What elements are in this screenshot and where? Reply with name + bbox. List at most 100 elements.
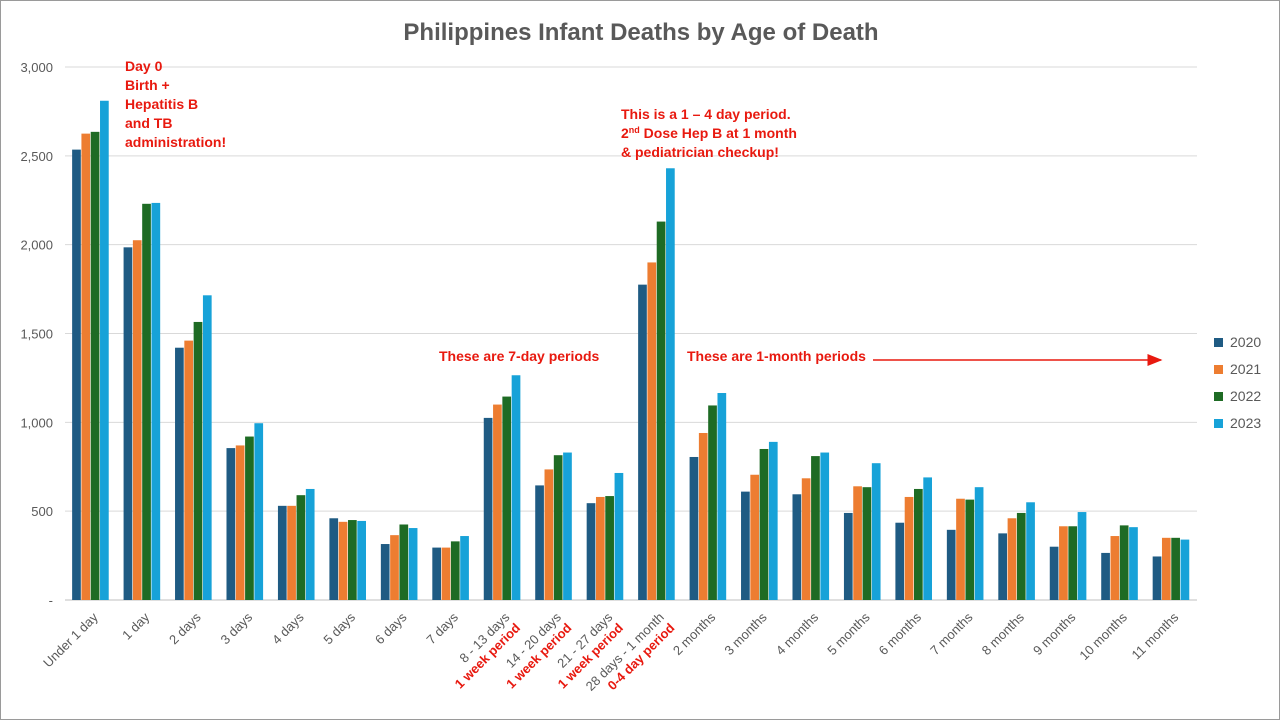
- bar-2020: [277, 505, 287, 600]
- x-tick-label: 9 months: [1030, 609, 1079, 658]
- bar-2023: [1129, 527, 1138, 600]
- bar-2021: [338, 521, 348, 600]
- x-tick-label: 2 days: [166, 609, 204, 647]
- bar-2020: [175, 347, 184, 600]
- bar-2023: [202, 295, 212, 600]
- bar-2021: [287, 505, 296, 600]
- legend-label: 2023: [1230, 415, 1261, 431]
- bar-2021: [853, 486, 862, 600]
- bar-2020: [380, 544, 390, 600]
- bar-2021: [595, 496, 605, 600]
- x-tick-label: 4 months: [773, 609, 822, 658]
- bar-2023: [768, 441, 778, 600]
- bar-2022: [502, 396, 512, 600]
- bar-2022: [862, 487, 872, 600]
- y-tick-label: 3,000: [20, 60, 53, 75]
- x-tick: Under 1 day: [40, 609, 101, 670]
- legend-label: 2021: [1230, 361, 1261, 377]
- x-tick-label: 5 months: [824, 609, 873, 658]
- bar-2020: [1152, 556, 1162, 600]
- bar-2023: [820, 452, 830, 600]
- bar-2021: [235, 445, 245, 600]
- y-tick-label: 500: [31, 504, 53, 519]
- bar-2022: [605, 496, 614, 600]
- y-axis-tick-labels: - 500 1,000 1,500 2,000 2,500 3,000: [20, 60, 53, 608]
- bar-2023: [666, 168, 675, 600]
- bar-2020: [226, 448, 236, 600]
- bar-2021: [801, 478, 811, 600]
- x-tick: 5 months: [824, 609, 873, 658]
- bar-2022: [1016, 512, 1026, 600]
- bar-2022: [142, 203, 151, 600]
- x-tick: 5 days: [320, 609, 358, 647]
- bar-2022: [1068, 526, 1078, 600]
- bar-2022: [450, 541, 460, 600]
- bar-2020: [843, 512, 853, 600]
- x-tick: 4 months: [773, 609, 822, 658]
- bar-2021: [698, 432, 708, 600]
- bar-2020: [1101, 552, 1110, 600]
- x-axis-tick-labels: Under 1 day 1 day 2 days 3 days 4 days 5 days…: [40, 609, 1182, 694]
- x-tick-label: 7 days: [423, 609, 461, 647]
- x-tick-label: 8 months: [979, 609, 1028, 658]
- x-tick-label: 11 months: [1129, 609, 1182, 662]
- bar-2022: [656, 221, 666, 600]
- y-tick-label: 1,000: [20, 415, 53, 430]
- bar-2020: [123, 247, 133, 600]
- bar-2021: [1110, 536, 1120, 600]
- x-tick: 10 months: [1076, 609, 1130, 663]
- bar-2023: [871, 463, 881, 600]
- bar-2022: [245, 436, 254, 600]
- bar-2023: [511, 375, 521, 600]
- bar-2023: [563, 452, 572, 600]
- bar-2023: [408, 528, 418, 600]
- bar-2023: [1077, 512, 1087, 600]
- y-tick-label: 2,000: [20, 238, 53, 253]
- bar-2022: [399, 524, 409, 600]
- x-tick-label: 3 days: [218, 609, 256, 647]
- x-tick-label: 6 days: [372, 609, 410, 647]
- bar-2020: [638, 284, 647, 600]
- bar-2023: [100, 100, 109, 601]
- bar-2022: [965, 499, 975, 600]
- bar-2022: [759, 448, 769, 600]
- bar-2022: [90, 131, 100, 600]
- legend-label: 2020: [1230, 334, 1261, 350]
- bar-2022: [811, 456, 820, 600]
- bar-2021: [544, 469, 554, 600]
- bar-2021: [184, 340, 194, 600]
- legend-swatch: [1214, 338, 1223, 347]
- bar-2020: [483, 417, 493, 600]
- bar-2021: [493, 404, 502, 600]
- x-tick: 1 day: [119, 609, 152, 642]
- bar-2020: [689, 456, 699, 600]
- bar-2023: [151, 202, 161, 601]
- bar-2023: [305, 488, 315, 600]
- bar-2022: [553, 455, 563, 600]
- bar-2023: [460, 536, 469, 600]
- bar-2023: [614, 472, 624, 600]
- bar-2021: [750, 474, 760, 600]
- bar-2020: [72, 149, 81, 601]
- bar-2021: [956, 498, 965, 600]
- x-tick-label: 10 months: [1076, 609, 1130, 663]
- x-tick-label: 3 months: [721, 609, 770, 658]
- bar-2020: [432, 547, 442, 600]
- bar-2022: [348, 520, 357, 600]
- x-tick: 6 months: [876, 609, 925, 658]
- annotation-seven-day: These are 7-day periods: [439, 348, 600, 364]
- bar-2020: [1049, 546, 1059, 600]
- x-tick: 11 months: [1129, 609, 1182, 662]
- bar-2023: [974, 487, 984, 600]
- x-tick-label: 4 days: [269, 609, 307, 647]
- bar-2020: [946, 529, 956, 600]
- bar-2020: [895, 522, 905, 600]
- bar-2020: [586, 503, 596, 600]
- bar-2020: [998, 533, 1008, 600]
- bar-2021: [132, 240, 142, 600]
- annotation-day0: Day 0 Birth + Hepatitis B and TB adminis…: [125, 58, 226, 150]
- x-tick: 7 days: [423, 609, 461, 647]
- bar-2023: [1180, 539, 1190, 600]
- x-tick: 2 months: [670, 609, 719, 658]
